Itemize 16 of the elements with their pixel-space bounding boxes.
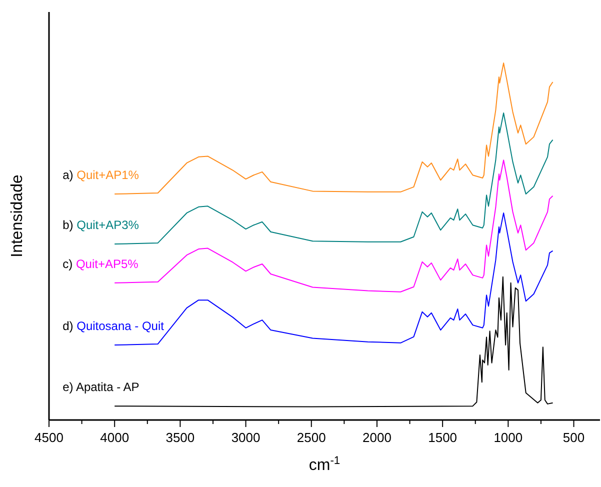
series-label: b) Quit+AP3% (62, 218, 140, 232)
series-label: d) Quitosana - Quit (62, 319, 165, 334)
x-tick-label: 2500 (296, 430, 326, 445)
x-axis-title: cm$^{-1}$ (308, 455, 340, 474)
x-tick-label: 1000 (494, 430, 523, 445)
x-tick-label: 4000 (100, 430, 130, 445)
series-label: c) Quit+AP5% (62, 256, 139, 271)
series-label: a) Quit+AP1% (62, 168, 140, 182)
y-axis-title: Intensidade (9, 174, 26, 258)
x-tick-label: 3000 (231, 430, 260, 445)
series-label: e) Apatita - AP (62, 380, 140, 394)
x-tick-label: 3500 (166, 430, 195, 445)
x-tick-label: 2000 (362, 430, 392, 445)
x-tick-label: 1500 (428, 430, 458, 445)
x-tick-label: 500 (562, 430, 585, 445)
x-tick-label: 4500 (34, 430, 64, 445)
